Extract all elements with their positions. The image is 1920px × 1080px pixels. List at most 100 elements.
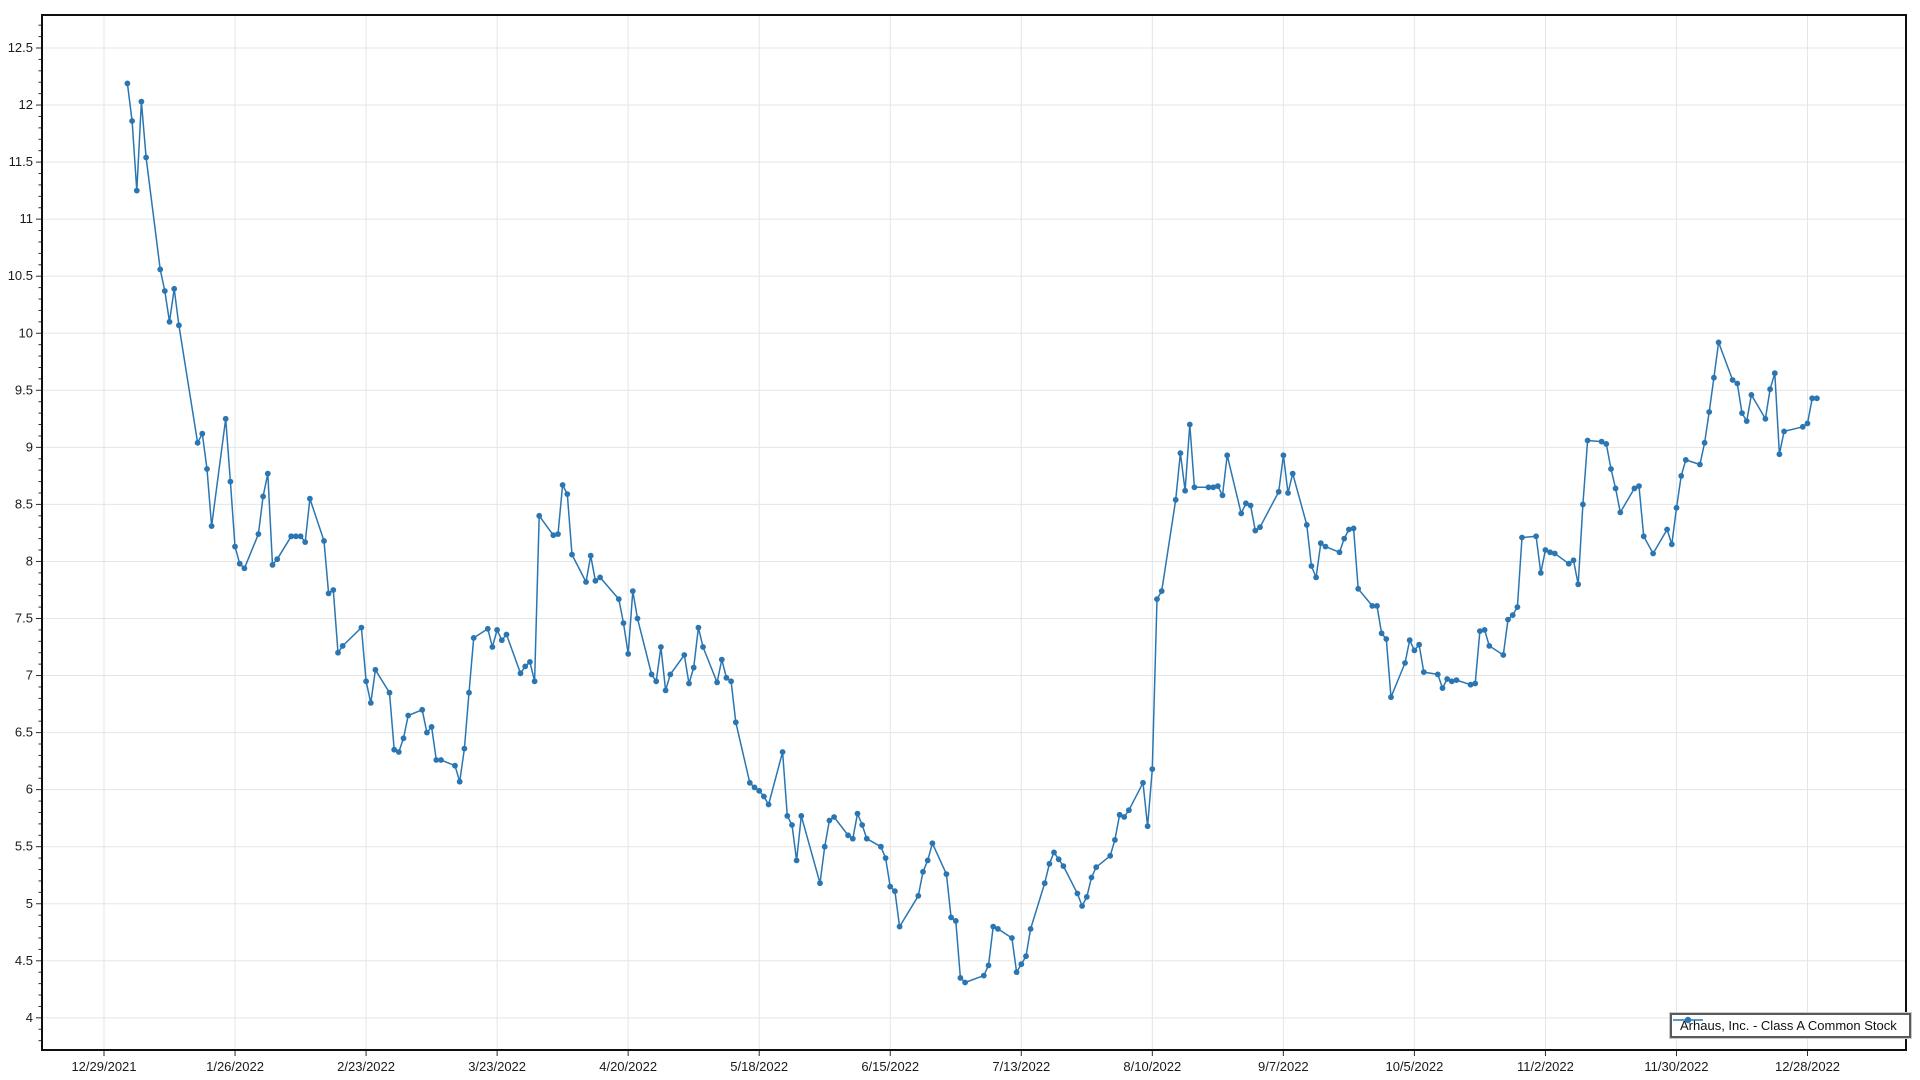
price-point (1477, 628, 1483, 634)
price-point (1355, 585, 1362, 592)
price-point (1603, 441, 1610, 447)
price-point (1608, 466, 1614, 472)
price-point (419, 706, 426, 713)
price-point (1083, 894, 1090, 900)
price-point (1219, 492, 1226, 499)
price-point (1186, 421, 1193, 428)
price-point (1247, 502, 1254, 509)
y-axis-label: 12.5 (8, 40, 33, 55)
price-point (208, 523, 215, 529)
x-axis-label: 10/5/2022 (1385, 1059, 1443, 1074)
price-point (667, 671, 674, 678)
price-point (161, 288, 168, 294)
price-point (821, 843, 828, 850)
y-axis-label: 10 (19, 325, 33, 340)
price-point (1285, 490, 1291, 496)
legend[interactable]: Arhaus, Inc. - Class A Common Stock (1669, 1012, 1912, 1039)
price-point (124, 80, 131, 87)
price-point (1055, 856, 1062, 863)
x-axis-label: 2/23/2022 (337, 1059, 395, 1074)
price-point (648, 671, 655, 678)
y-axis-label: 7.5 (15, 611, 33, 626)
price-point (1112, 837, 1118, 843)
x-axis-label: 12/29/2021 (71, 1059, 136, 1074)
price-markers (124, 80, 1820, 986)
price-point (1210, 484, 1217, 491)
price-point (1224, 452, 1231, 459)
price-point (985, 962, 992, 969)
price-point (1041, 880, 1048, 887)
x-axis-label: 12/28/2022 (1775, 1059, 1840, 1074)
price-point (1257, 524, 1263, 531)
price-point (1781, 428, 1787, 435)
price-point (1140, 779, 1146, 786)
y-axis-label: 8 (26, 553, 33, 568)
y-axis-label: 10.5 (8, 268, 33, 283)
y-axis-label: 6.5 (15, 725, 33, 740)
y-axis-label: 4 (26, 1010, 33, 1025)
price-point (138, 98, 145, 105)
price-point (686, 680, 692, 687)
price-point (1013, 969, 1020, 976)
price-point (1074, 890, 1081, 897)
price-point (363, 678, 369, 685)
price-point (241, 565, 248, 572)
y-axis-label: 5 (26, 896, 33, 911)
price-point (260, 493, 266, 500)
price-point (1388, 694, 1394, 701)
price-point (1317, 540, 1324, 547)
price-point (831, 814, 837, 820)
price-point (882, 855, 889, 861)
price-point (723, 674, 730, 681)
price-point (204, 466, 210, 472)
price-point (569, 551, 575, 558)
price-point (1322, 543, 1329, 550)
price-point (962, 979, 968, 986)
price-point (1121, 814, 1128, 820)
price-point (452, 762, 458, 769)
price-point (503, 631, 510, 638)
y-axis-label: 11.5 (9, 154, 33, 169)
price-point (1809, 395, 1816, 402)
price-point (1341, 535, 1348, 542)
price-point (718, 656, 725, 663)
price-point (863, 835, 870, 842)
price-point (924, 857, 931, 864)
price-point (625, 651, 632, 657)
price-point (1051, 849, 1057, 856)
price-point (1640, 533, 1647, 540)
price-point (171, 285, 178, 292)
price-point (1701, 439, 1708, 446)
price-point (1313, 574, 1319, 581)
price-point (176, 322, 182, 329)
price-point (1448, 678, 1455, 685)
price-point (1374, 603, 1380, 609)
price-point (629, 588, 636, 594)
price-point (1411, 647, 1418, 654)
price-point (887, 883, 894, 890)
price-point (1009, 935, 1015, 941)
price-point (1570, 557, 1577, 564)
price-point (1303, 522, 1310, 528)
price-point (1369, 603, 1376, 609)
price-point (550, 532, 557, 539)
price-point (634, 615, 641, 622)
price-point (1617, 509, 1624, 516)
price-point (1767, 386, 1773, 393)
price-point (1711, 374, 1717, 381)
price-point (756, 787, 763, 794)
price-point (1027, 926, 1034, 932)
price-point (952, 918, 959, 924)
price-point (1584, 437, 1591, 444)
price-line (126, 83, 1817, 984)
price-point (1252, 527, 1259, 534)
price-point (255, 531, 262, 537)
price-point (1678, 473, 1685, 479)
price-point (372, 666, 379, 673)
price-point (1280, 452, 1287, 459)
price-point (746, 779, 753, 786)
price-point (358, 624, 365, 631)
price-point (597, 574, 603, 581)
price-point (1158, 588, 1165, 594)
